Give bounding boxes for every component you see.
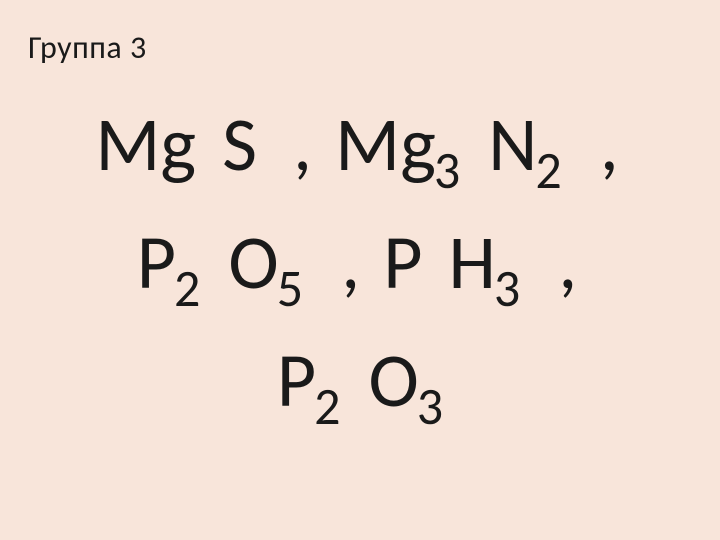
subscript: 2 — [174, 256, 200, 320]
comma: , — [600, 87, 619, 205]
formula-line: MgS, Mg3N2, — [24, 87, 696, 205]
group-title: Группа 3 — [28, 28, 696, 67]
subscript: 3 — [494, 256, 520, 320]
element-symbol: Mg — [95, 87, 196, 205]
subscript: 3 — [417, 374, 443, 438]
formula-line: P2O5, PH3, — [24, 205, 696, 323]
comma: , — [293, 87, 312, 205]
subscript: 5 — [277, 256, 303, 320]
formula-block: MgS, Mg3N2, P2O5, PH3, P2O3 — [24, 87, 696, 440]
comma: , — [341, 205, 360, 323]
subscript: 3 — [434, 138, 460, 202]
subscript: 2 — [535, 138, 561, 202]
subscript: 2 — [314, 374, 340, 438]
element-symbol: O — [228, 205, 278, 323]
element-symbol: N — [488, 87, 537, 205]
element-symbol: H — [449, 205, 496, 323]
comma: , — [558, 205, 577, 323]
element-symbol: S — [222, 87, 257, 205]
formula-line: P2O3 — [24, 323, 696, 441]
slide: Группа 3 MgS, Mg3N2, P2O5, PH3, P2O3 — [0, 0, 720, 540]
element-symbol: P — [137, 205, 176, 323]
element-symbol: P — [383, 205, 422, 323]
element-symbol: P — [277, 323, 316, 441]
element-symbol: O — [368, 323, 418, 441]
element-symbol: Mg — [335, 87, 436, 205]
